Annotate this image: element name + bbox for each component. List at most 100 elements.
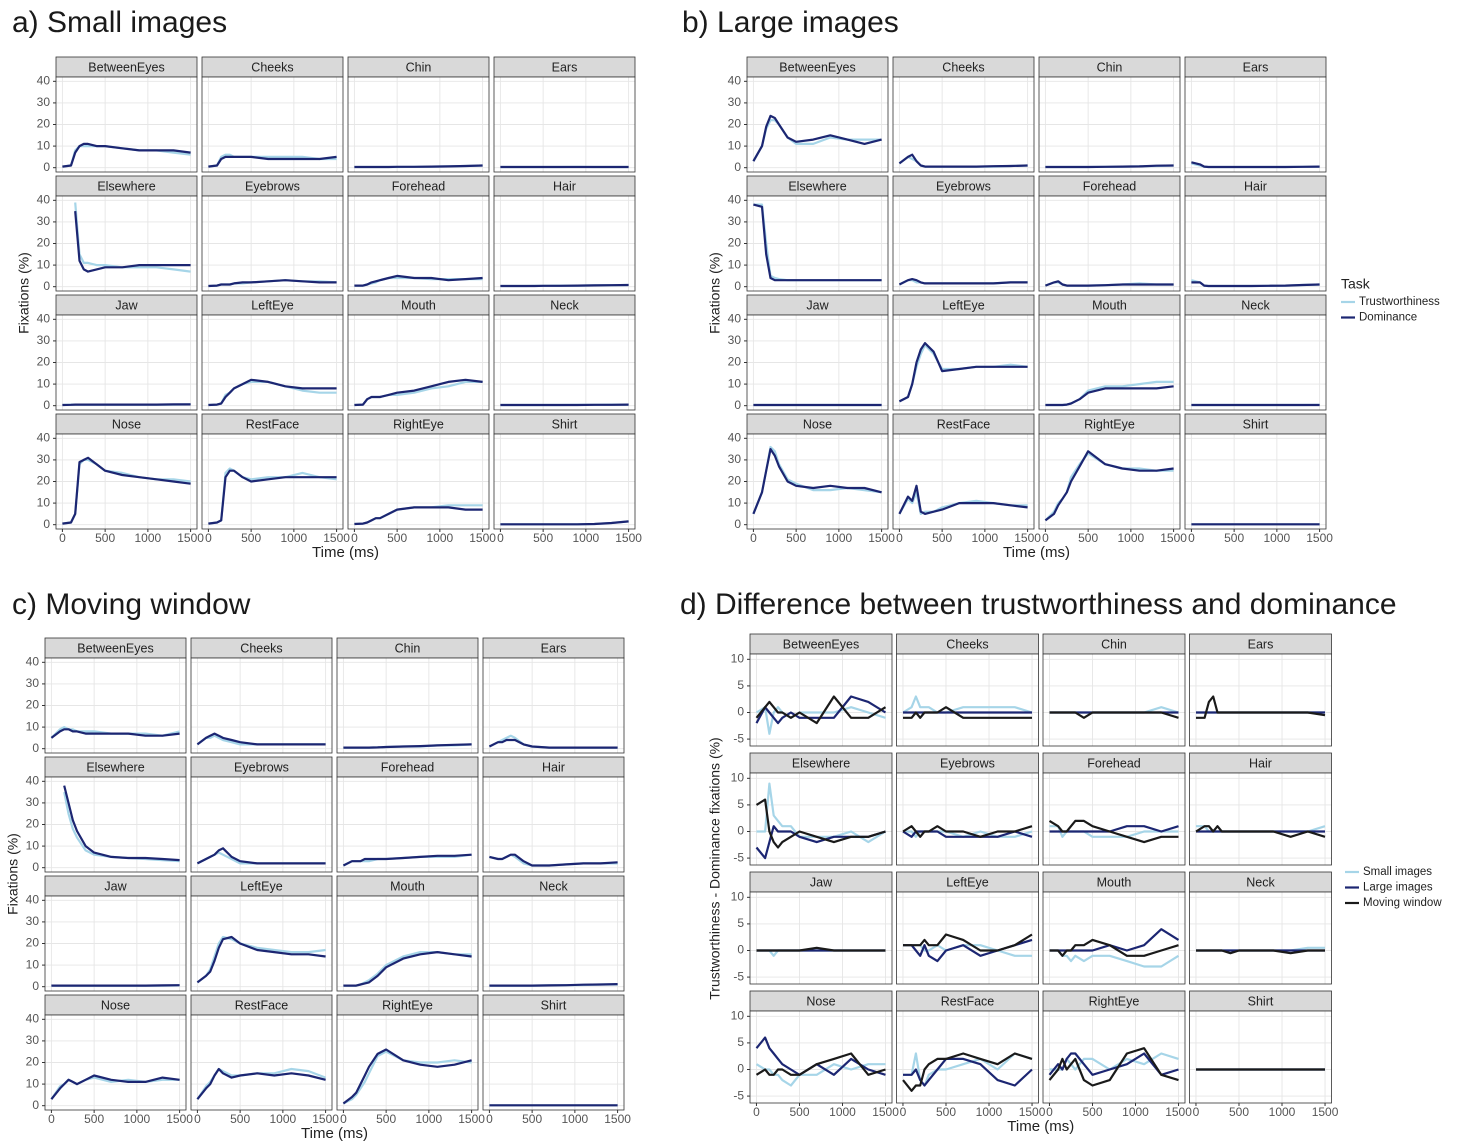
y-tick-label: 10 xyxy=(731,889,745,903)
legend-label: Trustworthiness xyxy=(1359,296,1440,308)
series-line xyxy=(62,456,191,525)
facet-title: RightEye xyxy=(1089,994,1140,1008)
y-tick-label: -5 xyxy=(733,731,744,745)
y-tick-label: 20 xyxy=(37,474,51,488)
series-line xyxy=(343,951,472,987)
facet-title: Jaw xyxy=(104,879,127,893)
facet-title: Ears xyxy=(541,641,567,655)
y-tick-label: 0 xyxy=(32,979,39,993)
y-tick-label: 0 xyxy=(737,705,744,719)
y-tick-label: 40 xyxy=(728,311,742,325)
legend-label: Dominance xyxy=(1359,312,1417,324)
x-tick-label: 0 xyxy=(340,1112,347,1126)
plot-border xyxy=(749,772,893,866)
y-tick-label: 20 xyxy=(26,1055,40,1069)
series-line xyxy=(1196,695,1326,719)
facet-title: Elsewhere xyxy=(792,756,850,770)
x-tick-label: 0 xyxy=(1193,1105,1200,1119)
y-tick-label: 20 xyxy=(26,936,40,950)
plot-border xyxy=(201,195,344,292)
plot-border xyxy=(1189,1010,1332,1104)
x-tick-label: 500 xyxy=(95,531,115,545)
facet-title: Ears xyxy=(552,60,578,74)
x-tick-label: 0 xyxy=(1188,531,1195,545)
plot-border xyxy=(482,1014,625,1111)
y-tick-label: 0 xyxy=(734,279,741,293)
y-tick-label: 5 xyxy=(737,1035,744,1049)
facet-title: Eyebrows xyxy=(940,756,995,770)
series-line xyxy=(342,1048,472,1105)
facet-title: Nose xyxy=(806,994,835,1008)
series-line xyxy=(902,1052,1033,1092)
facet-title: Chin xyxy=(395,641,421,655)
series-line xyxy=(50,1074,180,1100)
facet-title: Ears xyxy=(1248,637,1274,651)
x-tick-label: 1000 xyxy=(427,531,454,545)
y-tick-label: -5 xyxy=(733,850,744,864)
y-axis-label: Fixations (%) xyxy=(707,252,723,334)
series-line xyxy=(50,728,180,739)
y-tick-label: 10 xyxy=(26,838,40,852)
y-tick-label: 5 xyxy=(737,797,744,811)
y-tick-label: 40 xyxy=(37,73,51,87)
x-tick-label: 1500 xyxy=(872,1105,899,1119)
plot-border xyxy=(482,657,625,754)
x-tick-label: 0 xyxy=(753,1105,760,1119)
x-tick-label: 1500 xyxy=(1019,1105,1046,1119)
plot-border xyxy=(190,657,333,754)
y-axis-label: Fixations (%) xyxy=(16,252,32,334)
facet-title: Forehead xyxy=(392,179,446,193)
x-tick-label: 1000 xyxy=(976,1105,1003,1119)
x-tick-label: 0 xyxy=(750,531,757,545)
facet-title: Nose xyxy=(101,998,130,1012)
series-line xyxy=(489,853,618,867)
plot-border xyxy=(1189,653,1332,747)
plot-border xyxy=(201,314,344,411)
plot-border xyxy=(190,895,333,992)
facet-title: Mouth xyxy=(1097,875,1132,889)
plot-border xyxy=(1184,433,1327,530)
y-tick-label: 10 xyxy=(731,1008,745,1022)
y-tick-label: 0 xyxy=(32,860,39,874)
y-tick-label: 30 xyxy=(26,914,40,928)
series-line xyxy=(342,853,472,867)
facet-title: Cheeks xyxy=(942,60,984,74)
series-line xyxy=(1048,1047,1179,1087)
series-line xyxy=(208,469,337,525)
plot-border xyxy=(201,433,344,530)
plot-border xyxy=(892,76,1035,173)
series-line xyxy=(196,732,326,746)
facet-title: Forehead xyxy=(1087,756,1141,770)
facet-title: Hair xyxy=(542,760,565,774)
facet-title: Neck xyxy=(1246,875,1275,889)
y-tick-label: 10 xyxy=(26,1076,40,1090)
y-tick-label: 20 xyxy=(37,236,51,250)
x-tick-label: 500 xyxy=(522,1112,542,1126)
y-tick-label: 30 xyxy=(728,333,742,347)
y-tick-label: 30 xyxy=(26,1033,40,1047)
series-line xyxy=(62,142,191,168)
plot-border xyxy=(1184,314,1327,411)
x-tick-label: 500 xyxy=(241,531,261,545)
x-axis-label: Time (ms) xyxy=(301,1125,368,1141)
x-tick-label: 1500 xyxy=(604,1112,631,1126)
y-axis-label: Trustworthiness - Dominance fixations (%… xyxy=(707,737,723,999)
series-line xyxy=(343,743,472,749)
series-line xyxy=(1044,450,1174,522)
y-tick-label: 20 xyxy=(728,236,742,250)
facet-title: RestFace xyxy=(235,998,289,1012)
legend-title: Task xyxy=(1341,276,1371,292)
plot-border xyxy=(1189,891,1332,985)
x-axis-label: Time (ms) xyxy=(1007,1118,1074,1135)
plot-border xyxy=(493,433,636,530)
plot-bg xyxy=(1043,892,1185,984)
facet-title: Cheeks xyxy=(251,60,293,74)
y-tick-label: 0 xyxy=(32,741,39,755)
y-tick-label: 0 xyxy=(32,1098,39,1112)
y-tick-label: 0 xyxy=(43,279,50,293)
legend-label: Moving window xyxy=(1363,897,1442,909)
x-tick-label: 500 xyxy=(786,531,806,545)
plot-bg xyxy=(1043,1011,1185,1103)
y-tick-label: 30 xyxy=(26,676,40,690)
